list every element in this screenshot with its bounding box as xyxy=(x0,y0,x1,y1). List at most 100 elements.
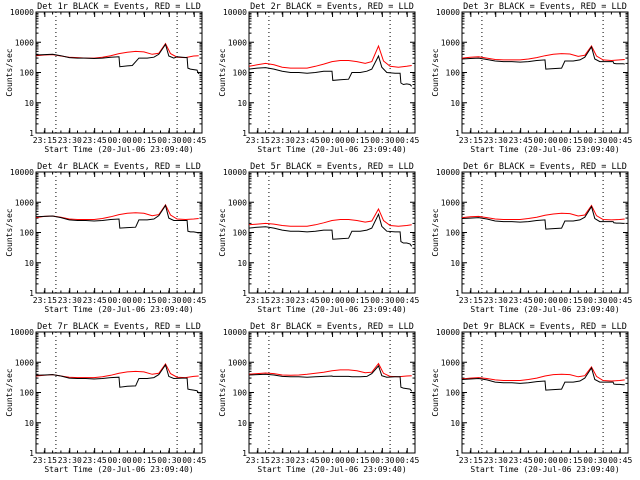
x-tick-label: 00:00 xyxy=(534,296,558,305)
y-axis-label: Counts/sec xyxy=(5,48,14,96)
y-tick-label: 10 xyxy=(237,419,247,428)
x-tick-label: 23:45 xyxy=(296,456,320,465)
x-tick-label: 00:15 xyxy=(132,456,156,465)
x-tick-label: 23:15 xyxy=(33,456,57,465)
y-axis-label: Counts/sec xyxy=(431,208,440,256)
y-tick-label: 1000 xyxy=(441,38,460,47)
y-tick-label: 10 xyxy=(24,419,34,428)
panel-title: Det 1r BLACK = Events, RED = LLD xyxy=(37,2,201,12)
x-tick-label: 00:00 xyxy=(108,456,132,465)
x-tick-label: 00:30 xyxy=(157,136,181,145)
y-tick-label: 10 xyxy=(237,99,247,108)
x-tick-label: 23:30 xyxy=(271,136,295,145)
panel-title: Det 4r BLACK = Events, RED = LLD xyxy=(37,162,201,172)
events-series-line xyxy=(461,45,625,70)
x-tick-label: 00:30 xyxy=(157,456,181,465)
x-tick-label: 23:45 xyxy=(83,296,107,305)
x-tick-label: 00:15 xyxy=(345,136,369,145)
x-tick-label: 00:30 xyxy=(583,136,607,145)
x-axis-label: Start Time (20-Jul-06 23:09:40) xyxy=(44,145,193,154)
panel-title: Det 5r BLACK = Events, RED = LLD xyxy=(250,162,414,172)
y-axis-label: Counts/sec xyxy=(218,368,227,416)
y-axis-label: Counts/sec xyxy=(431,368,440,416)
y-tick-label: 100 xyxy=(233,69,248,78)
y-tick-label: 1000 xyxy=(15,198,34,207)
x-tick-label: 23:30 xyxy=(271,296,295,305)
x-tick-label: 00:00 xyxy=(321,456,345,465)
x-tick-label: 00:15 xyxy=(345,456,369,465)
detector-panel-2: Det 2r BLACK = Events, RED = LLD 1 10 100 10… xyxy=(218,2,419,154)
x-tick-label: 23:30 xyxy=(58,296,82,305)
y-tick-label: 10000 xyxy=(10,8,34,17)
y-tick-label: 100 xyxy=(233,389,248,398)
x-tick-label: 23:30 xyxy=(484,136,508,145)
x-tick-label: 00:15 xyxy=(345,296,369,305)
lld-series-line xyxy=(461,45,625,62)
lld-series-line xyxy=(461,204,625,221)
x-tick-label: 00:45 xyxy=(608,456,632,465)
x-axis-label: Start Time (20-Jul-06 23:09:40) xyxy=(470,305,619,314)
x-tick-label: 23:30 xyxy=(58,136,82,145)
x-tick-label: 23:15 xyxy=(246,296,270,305)
detector-panel-4: Det 4r BLACK = Events, RED = LLD 1 10 100 10… xyxy=(5,162,206,314)
y-tick-label: 1 xyxy=(29,449,34,458)
detector-panel-6: Det 6r BLACK = Events, RED = LLD 1 10 100 10… xyxy=(431,162,632,314)
panel-title: Det 3r BLACK = Events, RED = LLD xyxy=(463,2,627,12)
lld-series-line xyxy=(461,365,625,382)
panel-title: Det 9r BLACK = Events, RED = LLD xyxy=(463,322,627,332)
x-tick-label: 23:30 xyxy=(271,456,295,465)
x-tick-label: 23:45 xyxy=(509,296,533,305)
detector-panel-3: Det 3r BLACK = Events, RED = LLD 1 10 100 10… xyxy=(431,2,632,154)
lld-series-line xyxy=(248,362,412,378)
x-tick-label: 00:30 xyxy=(583,296,607,305)
x-tick-label: 00:15 xyxy=(558,296,582,305)
y-tick-label: 10000 xyxy=(436,168,460,177)
y-tick-label: 10000 xyxy=(10,168,34,177)
y-tick-label: 1 xyxy=(242,129,247,138)
y-tick-label: 1 xyxy=(455,449,460,458)
y-axis-label: Counts/sec xyxy=(218,48,227,96)
x-axis-label: Start Time (20-Jul-06 23:09:40) xyxy=(44,305,193,314)
y-tick-label: 100 xyxy=(20,69,35,78)
y-tick-label: 10000 xyxy=(436,328,460,337)
x-axis-label: Start Time (20-Jul-06 23:09:40) xyxy=(257,145,406,154)
x-tick-label: 23:45 xyxy=(83,456,107,465)
x-tick-label: 23:45 xyxy=(509,456,533,465)
y-tick-label: 10000 xyxy=(436,8,460,17)
detector-panel-9: Det 9r BLACK = Events, RED = LLD 1 10 100 10… xyxy=(431,322,632,474)
events-series-line xyxy=(461,366,625,391)
x-tick-label: 00:00 xyxy=(321,296,345,305)
events-series-line xyxy=(248,54,413,87)
x-tick-label: 00:00 xyxy=(108,136,132,145)
y-tick-label: 10 xyxy=(450,419,460,428)
x-tick-label: 00:45 xyxy=(395,456,419,465)
x-tick-label: 00:15 xyxy=(558,136,582,145)
x-tick-label: 00:30 xyxy=(370,136,394,145)
y-axis-label: Counts/sec xyxy=(5,368,14,416)
x-tick-label: 23:45 xyxy=(296,296,320,305)
y-tick-label: 1 xyxy=(455,289,460,298)
x-tick-label: 23:15 xyxy=(246,136,270,145)
y-tick-label: 1000 xyxy=(228,38,247,47)
y-axis-label: Counts/sec xyxy=(218,208,227,256)
x-tick-label: 23:30 xyxy=(484,296,508,305)
x-tick-label: 00:30 xyxy=(370,296,394,305)
y-tick-label: 1000 xyxy=(228,358,247,367)
x-tick-label: 00:15 xyxy=(132,296,156,305)
x-tick-label: 23:45 xyxy=(509,136,533,145)
y-tick-label: 1000 xyxy=(441,358,460,367)
panel-title: Det 8r BLACK = Events, RED = LLD xyxy=(250,322,414,332)
y-tick-label: 10 xyxy=(24,99,34,108)
x-tick-label: 00:45 xyxy=(395,136,419,145)
x-tick-label: 23:15 xyxy=(33,296,57,305)
x-tick-label: 23:30 xyxy=(484,456,508,465)
y-tick-label: 1 xyxy=(242,449,247,458)
y-tick-label: 10 xyxy=(450,259,460,268)
x-tick-label: 23:30 xyxy=(58,456,82,465)
detector-panel-7: Det 7r BLACK = Events, RED = LLD 1 10 100 10… xyxy=(5,322,206,474)
x-tick-label: 23:45 xyxy=(83,136,107,145)
detector-panel-5: Det 5r BLACK = Events, RED = LLD 1 10 100 10… xyxy=(218,162,419,314)
x-axis-label: Start Time (20-Jul-06 23:09:40) xyxy=(470,145,619,154)
x-tick-label: 00:00 xyxy=(108,296,132,305)
y-tick-label: 100 xyxy=(446,69,461,78)
